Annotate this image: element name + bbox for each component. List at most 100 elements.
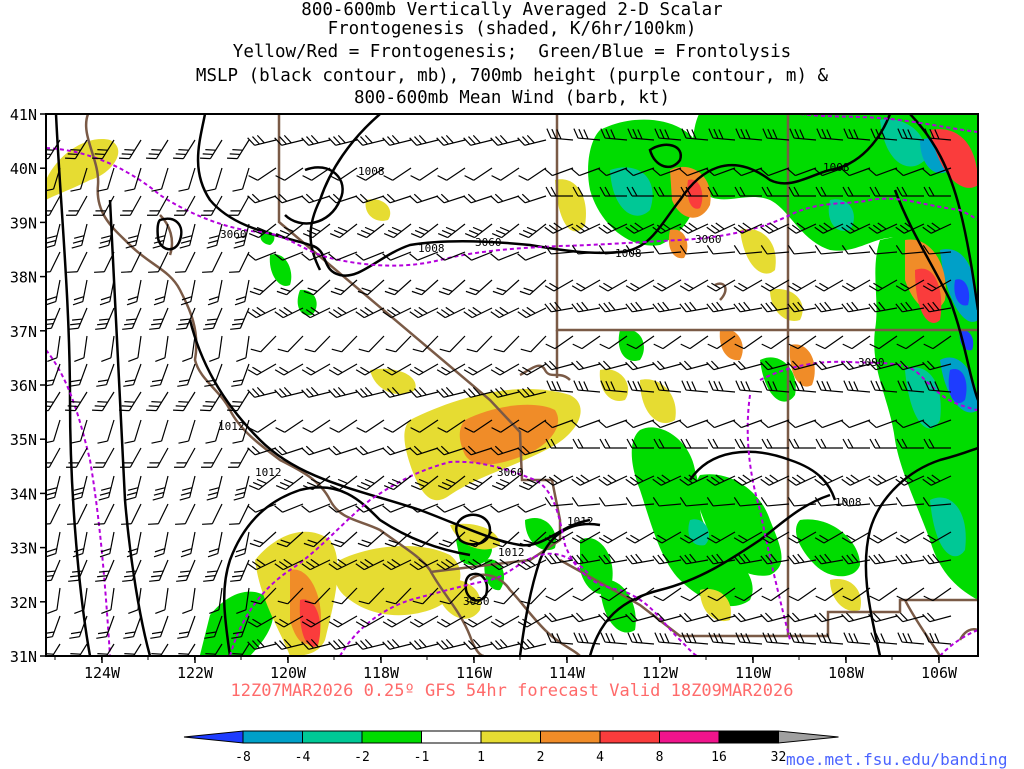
wind-barb <box>358 587 385 605</box>
wind-barb <box>841 222 871 234</box>
wind-barb <box>385 587 412 605</box>
wind-barb <box>409 386 439 398</box>
wind-barb <box>679 301 709 313</box>
wind-barb <box>120 447 142 468</box>
wind-barb <box>409 193 439 204</box>
wind-barb <box>517 251 547 261</box>
wind-barb <box>437 419 466 433</box>
wind-barb <box>573 632 601 645</box>
wind-barb <box>233 223 250 249</box>
mslp-label: 1012 <box>218 420 245 433</box>
wind-barb <box>789 380 817 393</box>
wind-barb <box>787 612 817 623</box>
wind-barb <box>123 363 142 387</box>
wind-barb <box>410 419 439 433</box>
wind-barb <box>236 587 250 615</box>
wind-barb <box>464 475 493 491</box>
wind-barb <box>234 279 250 306</box>
wind-barb <box>922 279 952 292</box>
wind-barb <box>814 279 844 292</box>
wind-barb <box>816 632 844 645</box>
wind-barb <box>247 445 277 456</box>
wind-barb <box>277 587 304 605</box>
wind-barb <box>708 128 736 141</box>
wind-barb <box>436 193 466 204</box>
wind-barb <box>301 134 331 146</box>
wind-barb <box>734 335 763 350</box>
wind-barb <box>842 335 871 350</box>
wind-barb <box>789 128 817 141</box>
wind-barb <box>230 307 250 330</box>
wind-barb <box>922 497 952 507</box>
wind-barb <box>787 245 817 255</box>
wind-barb <box>870 632 898 645</box>
wind-barb <box>654 128 682 141</box>
wind-barb <box>126 279 142 306</box>
wind-barb <box>99 531 115 558</box>
wind-barb <box>46 447 61 468</box>
wind-barb <box>329 167 358 181</box>
wind-barb <box>544 167 574 177</box>
wind-barb <box>439 335 466 353</box>
wind-barb <box>762 380 790 393</box>
wind-barb <box>124 643 142 656</box>
wind-barb <box>409 503 439 513</box>
height-label: 3060 <box>695 233 722 246</box>
wind-barb <box>382 503 412 513</box>
wind-barb <box>814 497 844 507</box>
colorbar-label: -4 <box>295 750 311 765</box>
wind-barb <box>598 167 628 177</box>
wind-barb <box>544 279 574 292</box>
wind-barb <box>517 134 547 146</box>
wind-barb <box>490 306 520 319</box>
colorbar-segment <box>361 730 422 744</box>
wind-barb <box>841 497 871 507</box>
wind-barb <box>734 587 763 602</box>
wind-barb <box>410 167 439 181</box>
wind-barb <box>97 643 115 656</box>
wind-barb <box>96 363 115 387</box>
wind-barb <box>46 643 61 656</box>
wind-barb <box>733 474 763 486</box>
wind-barb <box>439 587 466 605</box>
wind-barb <box>66 447 88 468</box>
wind-barb <box>652 474 682 486</box>
wind-barb <box>680 438 708 449</box>
wind-barb <box>544 612 574 623</box>
wind-barb <box>490 638 520 650</box>
wind-barb <box>436 445 466 456</box>
wind-barb <box>356 167 385 181</box>
wind-barb <box>545 438 573 449</box>
wind-barb <box>681 632 709 645</box>
wind-barb <box>247 193 277 204</box>
colorbar-segment <box>718 730 779 744</box>
colorbar-segment <box>778 730 839 744</box>
colorbar-label: -8 <box>235 750 251 765</box>
wind-barb <box>788 335 817 350</box>
colorbar-segment <box>242 730 303 744</box>
wind-barb <box>94 503 115 525</box>
wind-barb <box>277 335 304 353</box>
wind-barb <box>599 335 628 350</box>
wind-barb <box>572 587 601 602</box>
wind-barb <box>625 419 655 429</box>
wind-barb <box>870 128 898 141</box>
wind-barb <box>841 167 871 177</box>
wind-barb <box>654 380 682 393</box>
wind-barb <box>625 612 655 623</box>
wind-barb <box>463 558 493 571</box>
wind-barb <box>868 531 898 544</box>
lon-tick-label: 120W <box>270 664 307 682</box>
wind-barb <box>573 380 601 393</box>
wind-barb <box>571 222 601 234</box>
wind-barb <box>599 587 628 602</box>
wind-barb <box>384 279 412 296</box>
wind-barb <box>437 475 466 491</box>
wind-barb <box>706 245 736 255</box>
wind-barb <box>517 386 547 398</box>
wind-barb <box>247 251 277 261</box>
height-label: 3060 <box>497 466 524 479</box>
wind-barb <box>229 251 250 273</box>
wind-barb <box>733 222 763 234</box>
lon-tick-label: 112W <box>642 664 679 682</box>
